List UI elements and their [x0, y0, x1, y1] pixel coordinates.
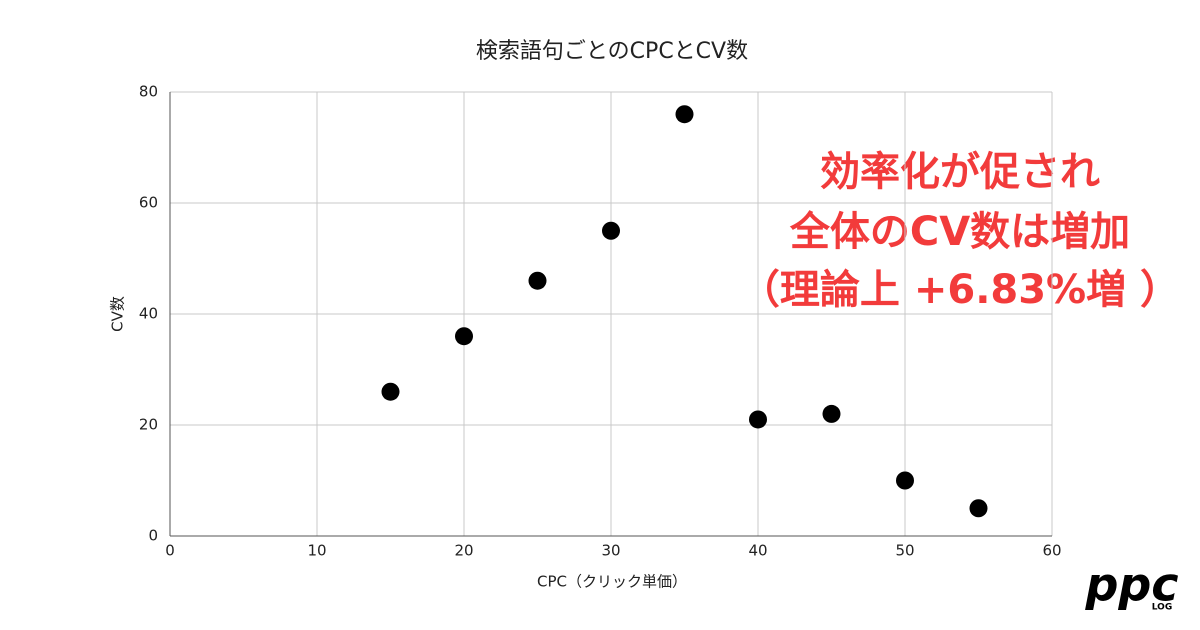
- point: [602, 221, 620, 240]
- x-axis-label: CPC（クリック単価）: [537, 573, 687, 591]
- point: [969, 499, 988, 518]
- point: [896, 471, 914, 490]
- x-tick-label: 20: [454, 542, 473, 560]
- point: [822, 404, 841, 423]
- chart-title: 検索語句ごとのCPCとCV数: [476, 39, 748, 64]
- y-tick-label: 80: [139, 83, 158, 101]
- point: [675, 105, 694, 124]
- annotation: （理論上 +6.83%増 ）: [740, 267, 1180, 313]
- x-tick-label: 50: [895, 542, 914, 560]
- x-tick-label: 60: [1042, 542, 1061, 560]
- x-tick-label: 40: [748, 542, 767, 560]
- point: [749, 410, 767, 429]
- y-axis-label: CV数: [109, 296, 127, 332]
- annotation: 効率化が促され: [820, 149, 1100, 195]
- y-tick-label: 0: [148, 527, 158, 545]
- x-tick-label: 30: [601, 542, 620, 560]
- point: [381, 382, 400, 401]
- y-tick-label: 20: [139, 416, 158, 434]
- logo: ppc: [1084, 558, 1178, 612]
- logo-sub: LOG: [1152, 603, 1172, 613]
- y-tick-label: 40: [139, 305, 158, 323]
- point: [455, 327, 473, 346]
- x-tick-label: 0: [165, 542, 175, 560]
- point: [528, 271, 547, 290]
- annotation: 全体のCV数は増加: [789, 209, 1130, 255]
- x-tick-label: 10: [307, 542, 326, 560]
- y-tick-label: 60: [139, 194, 158, 212]
